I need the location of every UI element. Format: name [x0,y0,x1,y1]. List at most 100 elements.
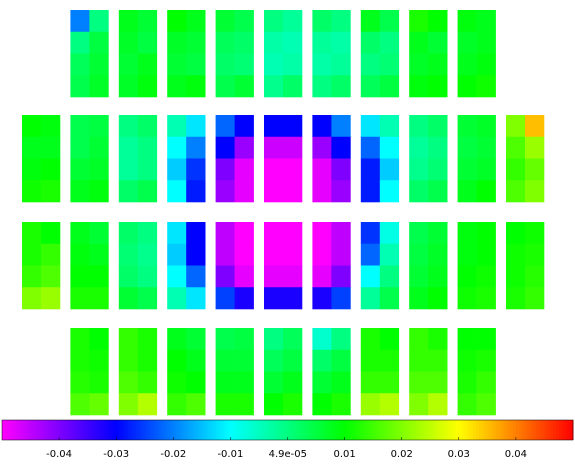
heat-cell [331,180,351,203]
heat-cell [283,287,303,310]
heat-cell [264,158,284,181]
heat-cell [234,287,254,310]
colorbar-segment [261,420,266,440]
heat-cell [457,10,477,33]
heat-cell [331,222,351,245]
heat-cell [234,180,254,203]
colorbar-tick-label: 4.9e-05 [269,449,307,460]
heat-cell [457,158,477,181]
heat-cell [476,53,496,76]
heat-cell [264,10,284,33]
heat-cell [428,115,448,138]
colorbar-segment [44,420,49,440]
heat-cell [283,180,303,203]
colorbar-segment [444,420,448,440]
heat-cell [118,158,139,181]
heat-cell [379,75,400,98]
heat-cell [525,265,545,288]
heat-cell [506,222,526,245]
heat-cell [118,393,139,416]
colorbar-segment [398,420,403,440]
colorbar-segment [395,420,400,440]
heat-cell [379,158,400,181]
colorbar-segment [210,420,214,440]
colorbar-segment [19,420,23,440]
heat-cell [234,265,254,288]
heat-cell [457,243,477,266]
heat-cell [264,75,284,98]
heat-cell [360,393,381,416]
colorbar-segment [159,420,163,440]
colorbar-segment [290,420,294,440]
heat-cell [186,265,206,288]
heat-cell [186,371,206,394]
heat-cell [457,265,477,288]
colorbar-segment [176,420,180,440]
heat-cell [118,287,139,310]
colorbar-segment [96,420,100,440]
heat-cell [476,158,496,181]
heat-cell [137,158,158,181]
heat-cell [215,53,235,76]
colorbar-segment [59,420,63,440]
heat-cell [167,180,187,203]
colorbar-segment [518,420,523,440]
heat-cell [186,222,206,245]
heat-cell [525,136,545,159]
colorbar-tick-label: -0.04 [46,449,72,460]
heat-cell [137,53,158,76]
heat-cell [167,136,187,159]
heat-cell [360,180,381,203]
heat-cell [283,53,303,76]
heat-cell [312,265,332,288]
heat-cell [186,115,206,138]
colorbar-segment [181,420,186,440]
heat-cell [22,180,42,203]
colorbar-segment [336,420,340,440]
heat-cell [41,180,61,203]
heat-cell [312,180,332,203]
heat-cell [428,287,448,310]
colorbar-segment [67,420,72,440]
colorbar-segment [507,420,511,440]
heat-cell [118,371,139,394]
heat-cell [118,349,139,372]
heat-cell [137,393,158,416]
colorbar-segment [570,420,574,440]
heat-cell [360,31,381,54]
colorbar-segment [99,420,103,440]
colorbar-segment [316,420,320,440]
colorbar-segment [356,420,360,440]
heat-cell [186,180,206,203]
heat-cell [476,328,496,351]
colorbar-segment [61,420,66,440]
colorbar-segment [173,420,177,440]
colorbar-segment [407,420,411,440]
heat-cell [428,10,448,33]
heat-cell [360,10,381,33]
heat-cell [457,115,477,138]
heat-cell [379,31,400,54]
colorbar-segment [41,420,46,440]
colorbar-segment [287,420,291,440]
heat-cell [22,115,42,138]
heat-cell [167,243,187,266]
heat-cell [118,222,139,245]
colorbar-segment [7,420,12,440]
heat-cell [409,180,429,203]
heat-cell [22,287,42,310]
colorbar-segment [216,420,220,440]
heat-cell [118,10,139,33]
colorbar-segment [201,420,206,440]
heat-cell [360,243,381,266]
heat-cell [234,31,254,54]
colorbar-segment [361,420,366,440]
colorbar-segment [64,420,69,440]
colorbar-segment [455,420,460,440]
colorbar-segment [487,420,491,440]
colorbar-segment [310,420,314,440]
heat-cell [70,31,90,54]
heat-cell [331,393,351,416]
colorbar-segment [376,420,380,440]
colorbar-segment [418,420,423,440]
